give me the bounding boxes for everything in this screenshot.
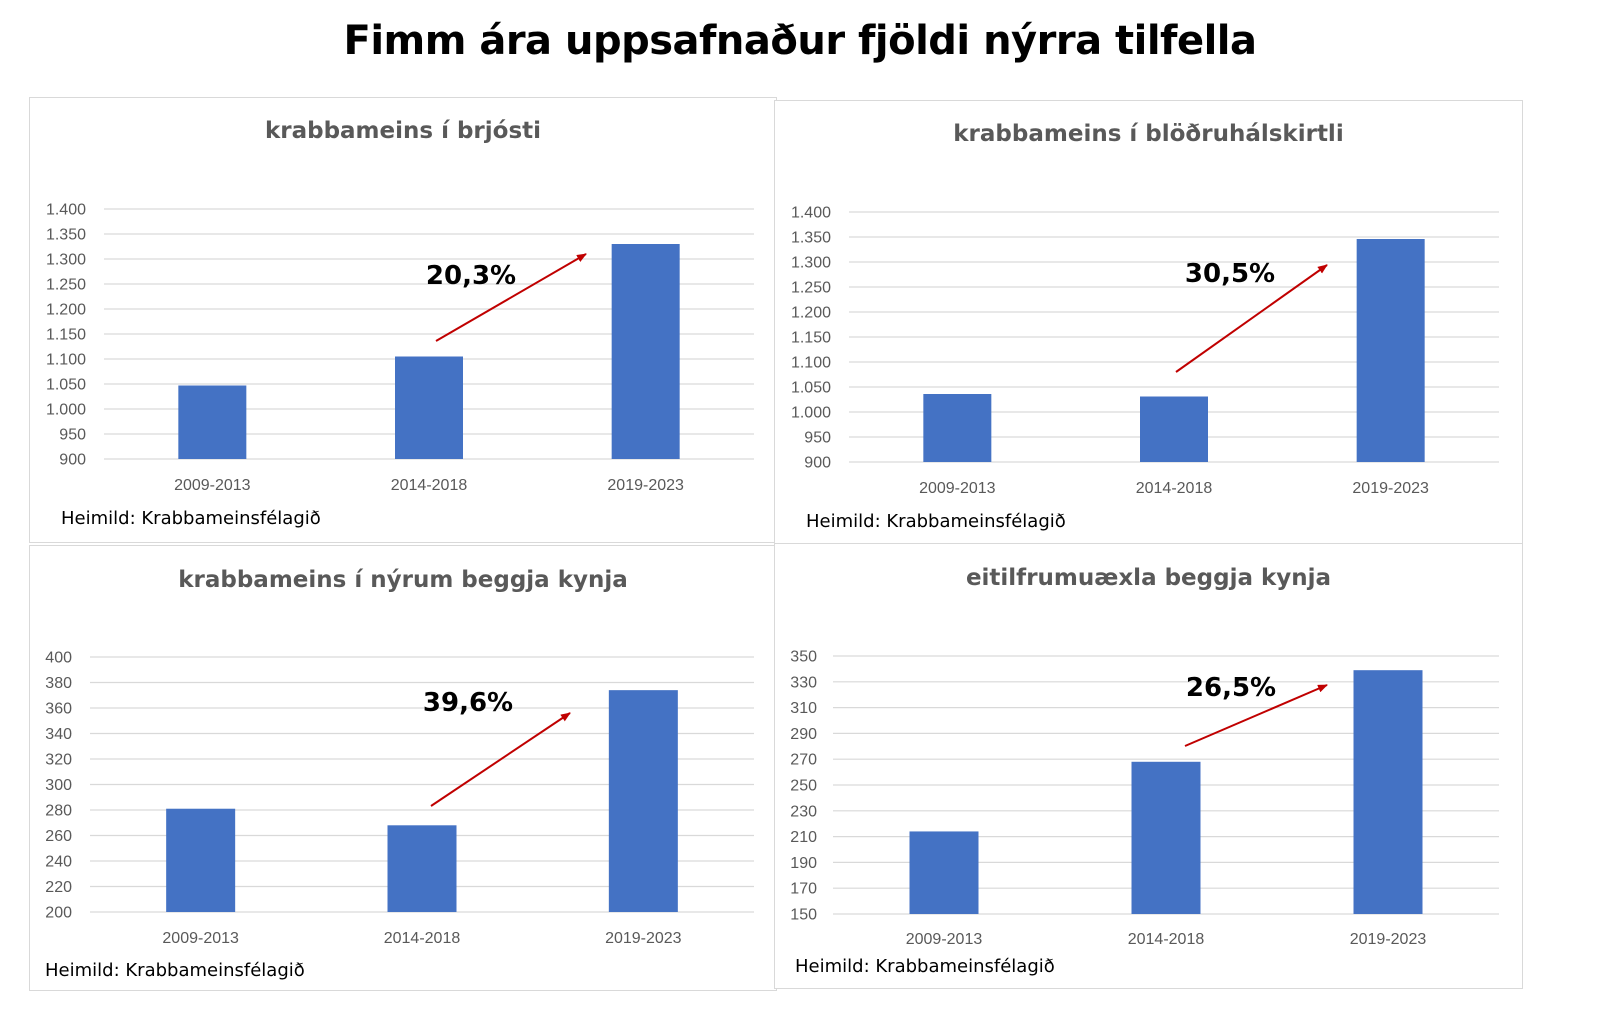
bar-2009-2013 [166,808,236,912]
y-tick-label: 1.050 [791,380,831,397]
y-tick-label: 1.000 [791,405,831,422]
chart-panel-kidney: krabbameins í nýrum beggja kynja 200 220 2… [29,545,777,991]
y-tick-label: 380 [45,675,72,692]
y-tick-label: 290 [790,726,817,743]
x-tick-label: 2009-2013 [174,477,251,494]
y-tick-label: 900 [804,455,831,472]
y-tick-label: 1.150 [791,330,831,347]
chart-panel-lymphoma: eitilfrumuæxla beggja kynja 150 170 190 210… [774,543,1523,989]
x-tick-label: 2009-2013 [162,930,239,947]
y-tick-label: 210 [790,829,817,846]
x-tick-label: 2014-2018 [1136,480,1213,497]
y-tick-label: 950 [804,430,831,447]
y-tick-label: 950 [59,427,86,444]
x-tick-label: 2019-2023 [1352,480,1429,497]
bar-2019-2023 [611,244,680,459]
y-tick-label: 1.300 [791,255,831,272]
growth-percent-label: 30,5% [1185,259,1275,289]
chart-title: krabbameins í brjósti [264,118,542,144]
growth-percent-label: 20,3% [426,261,516,291]
y-tick-label: 300 [45,777,72,794]
bar-2019-2023 [608,690,678,912]
bar-2019-2023 [1353,670,1423,914]
bar-chart: 200 220 240 260 280 300 320 340 360 380 400 2009-20… [45,650,754,947]
y-tick-label: 1.000 [46,402,86,419]
bar-chart: 150 170 190 210 230 250 270 290 310 330 350 2009-20… [790,649,1499,948]
y-tick-label: 1.250 [46,277,86,294]
y-tick-label: 1.200 [46,302,86,319]
y-tick-label: 230 [790,803,817,820]
y-tick-label: 280 [45,803,72,820]
y-tick-label: 1.250 [791,280,831,297]
x-tick-label: 2009-2013 [906,931,983,948]
y-tick-label: 1.100 [791,355,831,372]
y-tick-label: 1.150 [46,327,86,344]
growth-arrow [1175,264,1328,373]
bar-2014-2018 [387,825,457,912]
growth-percent-label: 39,6% [423,688,513,718]
y-tick-label: 1.350 [46,227,86,244]
chart-title: krabbameins í blöðruhálskirtli [953,121,1344,147]
y-tick-label: 1.100 [46,352,86,369]
y-tick-label: 330 [790,674,817,691]
x-tick-label: 2009-2013 [919,480,996,497]
y-tick-label: 1.050 [46,377,86,394]
source-note: Heimild: Krabbameinsfélagið [45,960,305,981]
growth-arrow [1184,684,1328,747]
bar-2009-2013 [923,394,992,462]
chart-panel-prostate: krabbameins í blöðruhálskirtli 900 950 1.0… [774,100,1523,546]
bar-2009-2013 [178,385,247,459]
chart-title: eitilfrumuæxla beggja kynja [965,565,1332,591]
y-tick-label: 350 [790,649,817,666]
bar-2014-2018 [1131,761,1201,914]
y-tick-label: 310 [790,700,817,717]
page-title: Fimm ára uppsafnaður fjöldi nýrra tilfel… [343,18,1257,64]
y-tick-label: 150 [790,907,817,924]
x-tick-label: 2019-2023 [607,477,684,494]
bar-chart: 900 950 1.000 1.050 1.100 1.150 1.200 1.250 1.30… [791,205,1499,497]
x-tick-label: 2014-2018 [1128,931,1205,948]
chart-panel-breast: krabbameins í brjósti 900 950 1.000 1.050 1.… [29,97,777,543]
x-tick-label: 2014-2018 [384,930,461,947]
x-tick-label: 2019-2023 [605,930,682,947]
x-tick-label: 2019-2023 [1350,931,1427,948]
bar-2014-2018 [1140,396,1208,462]
growth-percent-label: 26,5% [1186,673,1276,703]
y-tick-label: 1.200 [791,305,831,322]
y-tick-label: 1.400 [46,202,86,219]
growth-arrow [430,712,571,807]
x-tick-label: 2014-2018 [391,477,468,494]
y-tick-label: 900 [59,452,86,469]
y-tick-label: 1.300 [46,252,86,269]
bar-2014-2018 [395,356,463,459]
source-note: Heimild: Krabbameinsfélagið [61,508,321,529]
y-tick-label: 250 [790,778,817,795]
y-tick-label: 400 [45,650,72,667]
y-tick-label: 200 [45,905,72,922]
source-note: Heimild: Krabbameinsfélagið [795,956,1055,977]
y-tick-label: 1.400 [791,205,831,222]
y-tick-label: 360 [45,701,72,718]
y-tick-label: 220 [45,879,72,896]
y-tick-label: 340 [45,726,72,743]
y-tick-label: 1.350 [791,230,831,247]
y-tick-label: 240 [45,854,72,871]
bar-2009-2013 [909,831,979,914]
source-note: Heimild: Krabbameinsfélagið [806,511,1066,532]
y-tick-label: 170 [790,881,817,898]
growth-arrow [435,253,587,342]
bar-chart: 900 950 1.000 1.050 1.100 1.150 1.200 1.250 1.30… [46,202,754,494]
y-tick-label: 320 [45,752,72,769]
y-tick-label: 190 [790,855,817,872]
bar-2019-2023 [1356,239,1425,462]
y-tick-label: 270 [790,752,817,769]
y-tick-label: 260 [45,828,72,845]
chart-title: krabbameins í nýrum beggja kynja [178,567,628,593]
